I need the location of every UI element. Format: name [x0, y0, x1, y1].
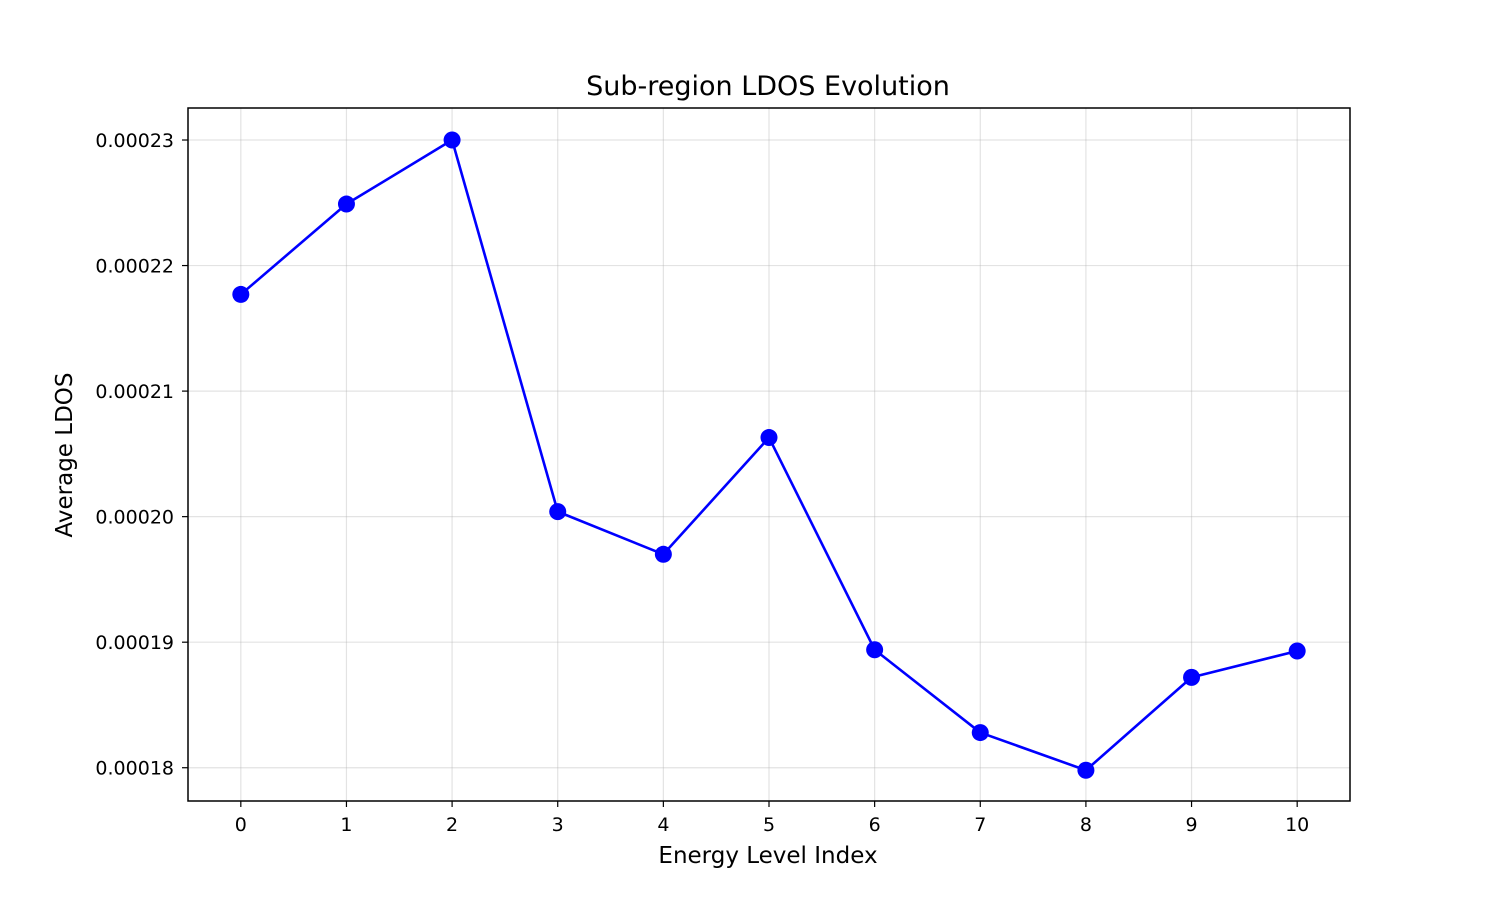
grid: [188, 108, 1350, 801]
data-point: [443, 131, 461, 149]
x-axis-label: Energy Level Index: [658, 843, 877, 869]
plot-frame: [187, 107, 1351, 802]
chart-title: Sub-region LDOS Evolution: [586, 71, 950, 102]
axis-ticks: 0 1 2 3 4 5 6 7 8 9 10 0.00018 0.00019 0.00020 0.00021…: [95, 130, 1309, 836]
y-tick-label: 0.00021: [95, 381, 174, 403]
x-tick-label: 0: [235, 814, 247, 836]
data-point: [760, 429, 778, 447]
data-point: [971, 724, 989, 742]
data-point: [1288, 642, 1306, 660]
data-point: [549, 503, 567, 521]
data-point: [1077, 761, 1095, 779]
y-tick-label: 0.00020: [95, 507, 174, 529]
y-tick-label: 0.00022: [95, 256, 174, 278]
data-series: [232, 131, 1306, 779]
data-point: [232, 285, 250, 303]
x-tick-label: 10: [1285, 814, 1309, 836]
x-tick-label: 7: [974, 814, 986, 836]
x-tick-label: 6: [869, 814, 881, 836]
data-point: [1183, 668, 1201, 686]
data-point: [337, 195, 355, 213]
x-tick-label: 4: [657, 814, 669, 836]
y-tick-label: 0.00018: [95, 758, 174, 780]
y-axis-label: Average LDOS: [52, 373, 78, 538]
x-tick-label: 3: [552, 814, 564, 836]
y-tick-label: 0.00019: [95, 632, 174, 654]
y-tick-label: 0.00023: [95, 130, 174, 152]
x-tick-label: 8: [1080, 814, 1092, 836]
data-point: [654, 545, 672, 563]
x-tick-label: 2: [446, 814, 458, 836]
x-tick-label: 5: [763, 814, 775, 836]
data-point: [866, 641, 884, 659]
x-tick-label: 9: [1185, 814, 1197, 836]
x-tick-label: 1: [340, 814, 352, 836]
